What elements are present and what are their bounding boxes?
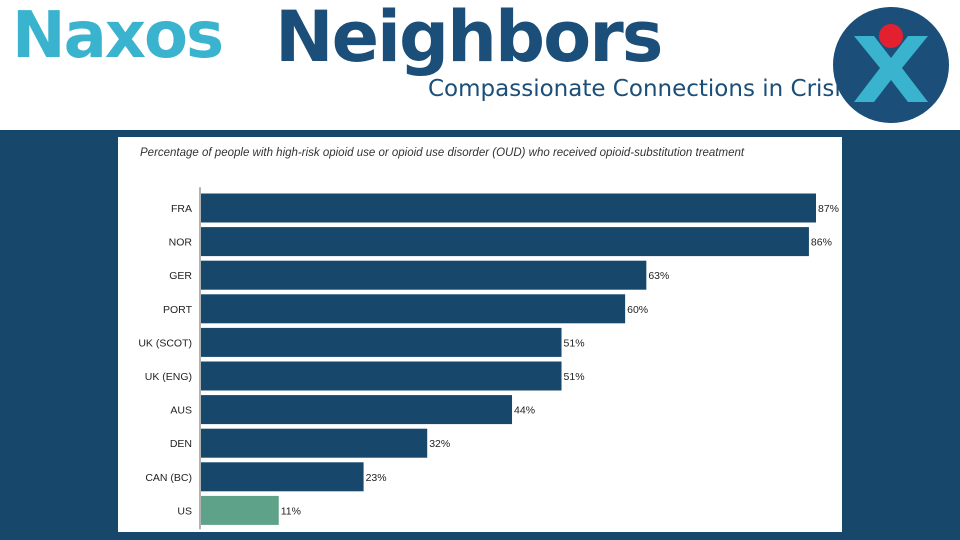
bar-can-bc <box>201 462 364 492</box>
bar-uk-eng <box>201 361 562 391</box>
brand-name-naxos: Naxos <box>12 4 224 68</box>
data-label: 23% <box>366 472 387 484</box>
brand-name-neighbors: Neighbors <box>275 2 663 72</box>
logo-icon <box>833 7 949 123</box>
data-label: 11% <box>281 505 301 517</box>
data-label: 86% <box>811 237 832 249</box>
data-label: 51% <box>564 371 585 383</box>
bar-uk-scot <box>201 327 562 357</box>
brand-naxos-text: Naxos <box>12 0 224 73</box>
bar-aus <box>201 395 513 425</box>
logo-figure-shape <box>854 36 928 102</box>
category-label: FRA <box>171 203 192 215</box>
category-label: UK (ENG) <box>145 371 192 383</box>
bar-chart: FRA 87% NOR 86% GER 63% PORT 60% UK (SCOT) 51% UK … <box>138 187 839 530</box>
data-label: 32% <box>429 438 450 450</box>
logo-head-dot <box>879 24 903 48</box>
bar-den <box>201 428 428 458</box>
category-label: US <box>177 505 192 517</box>
data-label: 44% <box>514 405 535 417</box>
site-header: Naxos Neighbors Compassionate Connection… <box>0 0 960 130</box>
bar-us <box>201 495 279 525</box>
data-label: 87% <box>818 203 839 215</box>
brand-neighbors-text: Neighbors <box>275 0 663 78</box>
brand-tagline-text: Compassionate Connections in Crisis <box>428 76 853 102</box>
bar-fra <box>201 193 816 223</box>
category-label: AUS <box>170 405 192 417</box>
chart-title: Percentage of people with high-risk opio… <box>140 147 745 159</box>
category-label: DEN <box>170 438 192 450</box>
chart-panel: Percentage of people with high-risk opio… <box>118 137 842 532</box>
category-label: GER <box>169 270 192 282</box>
category-label: PORT <box>163 304 193 316</box>
category-label: NOR <box>169 237 193 249</box>
category-label: CAN (BC) <box>145 472 192 484</box>
data-label: 51% <box>564 337 585 349</box>
bar-nor <box>201 227 809 257</box>
brand-tagline: Compassionate Connections in Crisis <box>428 78 853 101</box>
data-label: 60% <box>627 304 648 316</box>
data-label: 63% <box>648 270 669 282</box>
bar-port <box>201 294 626 324</box>
bar-ger <box>201 260 647 290</box>
category-label: UK (SCOT) <box>138 337 192 349</box>
